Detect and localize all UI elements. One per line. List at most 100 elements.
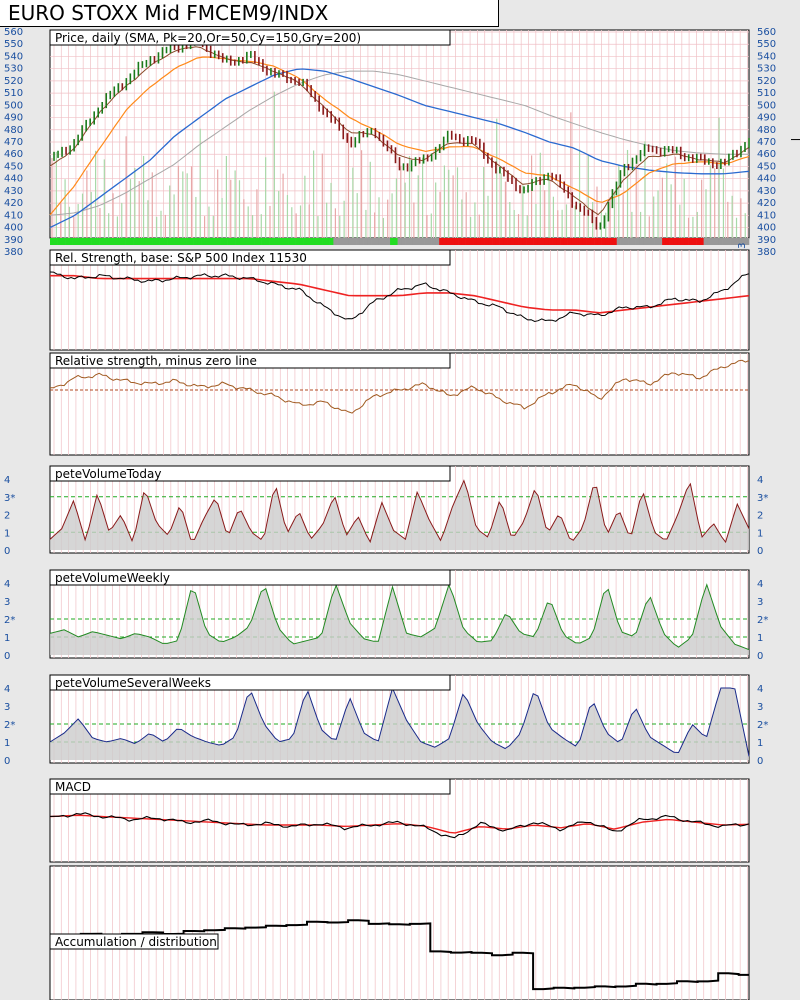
- signal-bar-cell: [499, 238, 504, 245]
- signal-bar-cell: [359, 238, 364, 245]
- signal-bar-cell: [148, 238, 153, 245]
- price-ytick-left: 380: [4, 247, 23, 258]
- signal-bar-cell: [295, 238, 300, 245]
- signal-bar-cell: [424, 238, 429, 245]
- vseveral-ytick-right: 3: [757, 702, 763, 713]
- vtoday-ytick-left: 3*: [4, 493, 15, 504]
- signal-bar-cell: [416, 238, 421, 245]
- vweekly-ytick-right: 4: [757, 579, 763, 590]
- signal-bar-cell: [261, 238, 266, 245]
- signal-bar-cell: [356, 238, 361, 245]
- price-ytick-left: 410: [4, 210, 23, 221]
- vseveral-ytick-right: 0: [757, 756, 763, 767]
- vtoday-ytick-right: 4: [757, 475, 763, 486]
- signal-bar-cell: [118, 238, 123, 245]
- vweekly-ytick-left: 1: [4, 633, 10, 644]
- signal-bar-cell: [397, 238, 402, 245]
- signal-bar-cell: [476, 238, 482, 245]
- vweekly-area: [50, 584, 749, 655]
- signal-bar-cell: [631, 238, 636, 245]
- vseveral-ytick-left: 2*: [4, 720, 15, 731]
- signal-bar-cell: [121, 238, 126, 245]
- rs-panel-vgrid: [53, 250, 748, 350]
- signal-bar-cell: [469, 238, 474, 245]
- vweekly-panel-title: peteVolumeWeekly: [55, 571, 170, 585]
- signal-bar-cell: [563, 238, 568, 245]
- signal-bar-cell: [465, 238, 470, 245]
- signal-bar-cell: [367, 238, 372, 245]
- signal-bar-cell: [276, 238, 281, 245]
- price-ytick-left: 540: [4, 51, 23, 62]
- signal-bar-cell: [329, 238, 334, 245]
- vseveral-ytick-right: 1: [757, 738, 763, 749]
- price-ytick-left: 390: [4, 235, 23, 246]
- signal-bar-cell: [718, 238, 723, 245]
- signal-bar-cell: [72, 238, 77, 245]
- signal-bar-cell: [61, 238, 66, 245]
- signal-bar-cell: [594, 238, 599, 245]
- vweekly-ytick-right: 2*: [757, 615, 768, 626]
- signal-bar-cell: [582, 238, 587, 245]
- signal-bar-cell: [714, 238, 720, 245]
- signal-bar-cell: [635, 238, 640, 245]
- signal-bar-cell: [125, 238, 130, 245]
- signal-bar-cell: [612, 238, 618, 245]
- vseveral-ytick-right: 2*: [757, 720, 768, 731]
- vseveral-panel-title-box: [49, 674, 451, 691]
- signal-bar-cell: [110, 238, 115, 245]
- price-ytick-left: 400: [4, 223, 23, 234]
- vtoday-ytick-right: 1: [757, 528, 763, 539]
- signal-bar-cell: [571, 238, 576, 245]
- signal-bar-cell: [174, 238, 179, 245]
- signal-bar-cell: [235, 238, 240, 245]
- price-ytick-right: 380: [757, 247, 776, 258]
- ad-panel-title-box: [49, 933, 219, 950]
- price-ytick-left: 470: [4, 137, 23, 148]
- signal-bar-cell: [204, 238, 209, 245]
- signal-bar-cell: [136, 238, 141, 245]
- price-ytick-left: 490: [4, 113, 23, 124]
- vweekly-ytick-right: 1: [757, 633, 763, 644]
- signal-bar-cell: [597, 238, 602, 245]
- signal-bar-cell: [76, 238, 81, 245]
- signal-bar-cell: [238, 238, 243, 245]
- chart-title: EURO STOXX Mid FMCEM9/INDX: [8, 1, 329, 25]
- price-volume-bars: [51, 91, 746, 238]
- signal-bar-cell: [167, 238, 172, 245]
- signal-bar-cell: [378, 238, 383, 245]
- signal-bar-cell: [178, 238, 183, 245]
- signal-bar-cell: [152, 238, 157, 245]
- signal-bar-cell: [586, 238, 591, 245]
- signal-bar-cell: [427, 238, 432, 245]
- signal-bar-cell: [435, 238, 440, 245]
- signal-bar-cell: [216, 238, 221, 245]
- vseveral-line: [49, 686, 750, 757]
- signal-bar-cell: [628, 238, 633, 245]
- signal-bar-cell: [548, 238, 553, 245]
- vtoday-ytick-right: 2: [757, 511, 763, 522]
- signal-bar-cell: [646, 238, 652, 245]
- signal-bar-cell: [711, 238, 716, 245]
- vweekly-ytick-left: 4: [4, 579, 10, 590]
- signal-bar-cell: [65, 238, 70, 245]
- signal-bar-cell: [189, 238, 194, 245]
- sma50-line: [49, 56, 750, 216]
- signal-bar-cell: [699, 238, 704, 245]
- signal-bar-cell: [692, 238, 697, 245]
- signal-bar-cell: [257, 238, 262, 245]
- signal-bar-cell: [514, 238, 519, 245]
- signal-bar-cell: [318, 238, 323, 245]
- sma20-line: [49, 46, 750, 216]
- signal-bar-cell: [91, 238, 96, 245]
- signal-bar-cell: [227, 238, 232, 245]
- signal-bar-cell: [390, 238, 395, 245]
- signal-bar-cell: [322, 238, 327, 245]
- price-ytick-right: 440: [757, 174, 776, 185]
- signal-bar-cell: [745, 238, 750, 245]
- rs0-line: [50, 359, 750, 414]
- signal-bar-cell: [144, 238, 149, 245]
- signal-bar: [50, 238, 750, 245]
- signal-bar-cell: [50, 238, 55, 245]
- rs0-panel-title: Relative strength, minus zero line: [55, 354, 257, 368]
- signal-bar-cell: [53, 238, 58, 245]
